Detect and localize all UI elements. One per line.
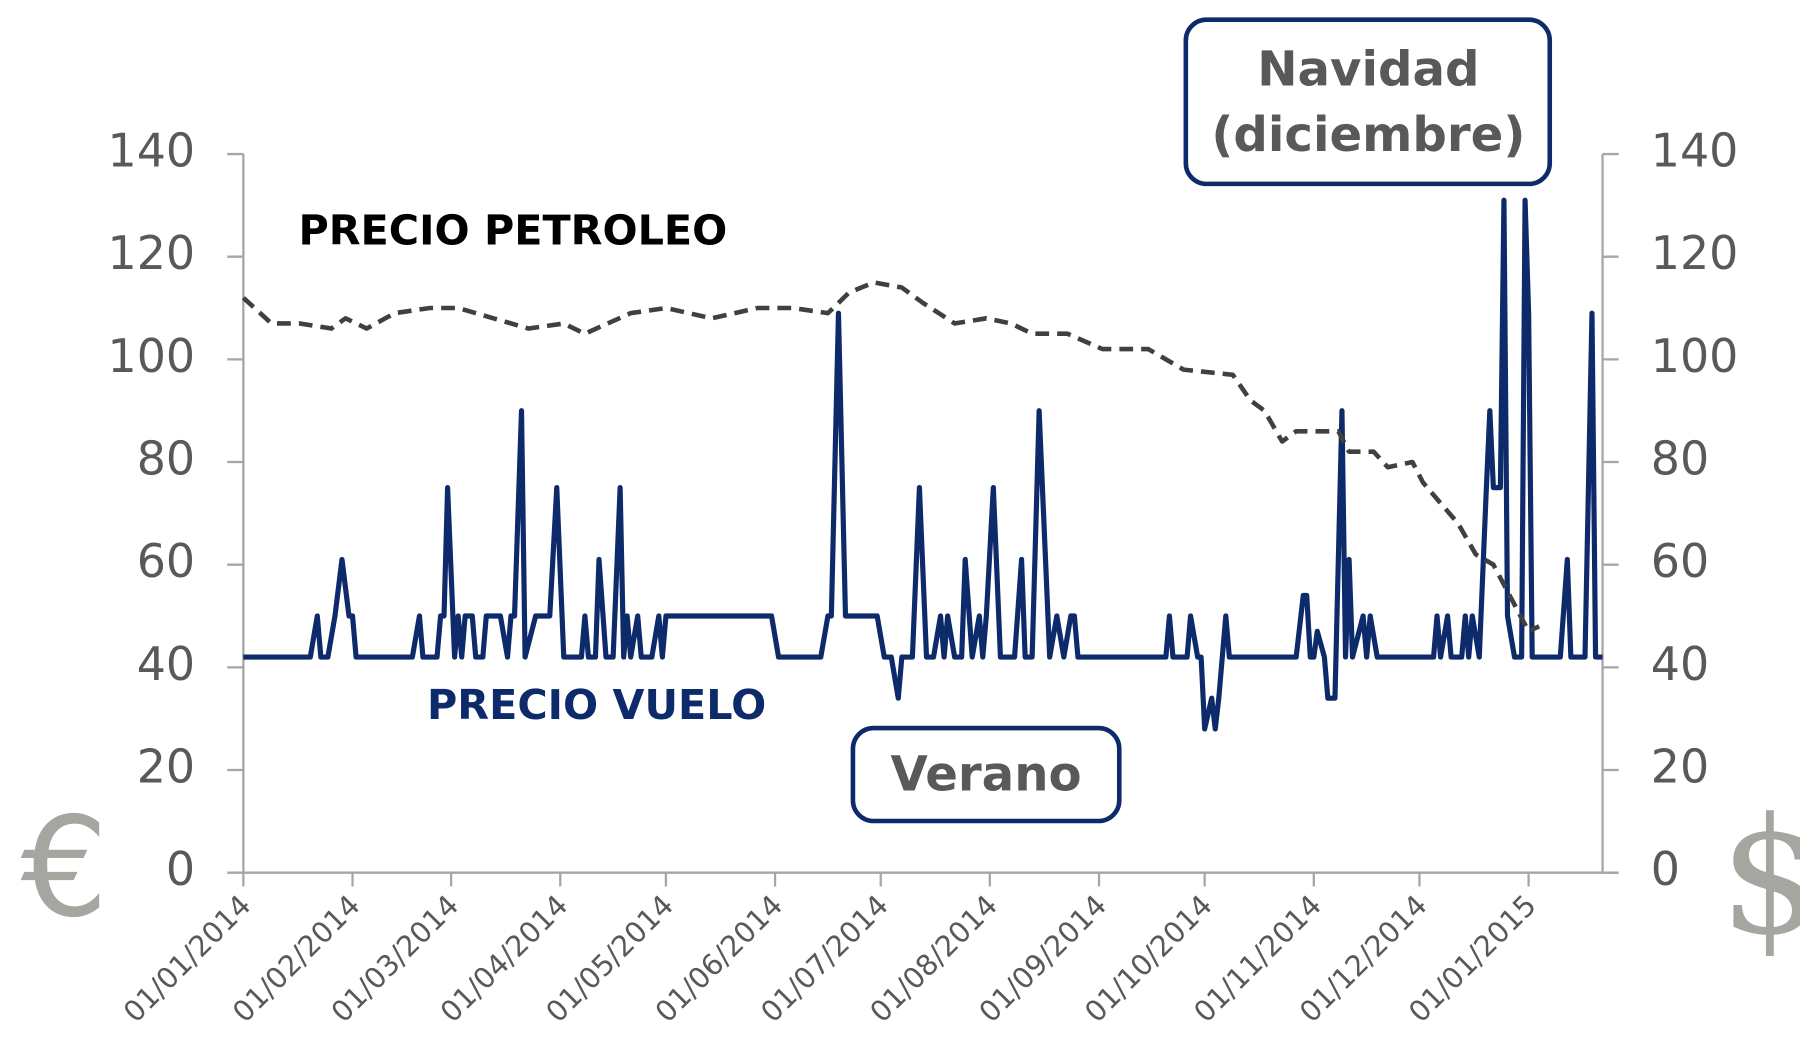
y2-tick-label: 120 [1651,226,1739,280]
y2-tick-label: 20 [1651,740,1709,794]
annotation-text: Navidad [1257,42,1479,98]
series-label: PRECIO PETROLEO [298,207,727,255]
y2-tick-label: 140 [1651,124,1739,178]
series-label: PRECIO VUELO [427,681,766,729]
annotation-box [850,725,1122,824]
y-tick-label: 100 [108,329,196,383]
series-line [243,197,1603,732]
y-tick-label: 80 [137,432,195,486]
y-tick-label: 0 [166,842,195,896]
y2-axis-label: $ [1720,783,1800,970]
y-tick-label: 60 [137,534,195,588]
series-line [241,280,1541,634]
y2-tick-label: 40 [1651,637,1709,691]
y-tick-label: 120 [108,226,196,280]
y-tick-label: 140 [108,124,196,178]
annotation-box [1183,17,1553,187]
y2-tick-label: 80 [1651,432,1709,486]
annotation-text: (diciembre) [1211,107,1525,163]
annotation-text: Verano [891,746,1082,802]
y-tick-label: 20 [137,740,195,794]
y2-tick-label: 0 [1651,842,1680,896]
y-tick-label: 40 [137,637,195,691]
y2-tick-label: 60 [1651,534,1709,588]
y2-tick-label: 100 [1651,329,1739,383]
y-axis-label: € [21,788,109,948]
